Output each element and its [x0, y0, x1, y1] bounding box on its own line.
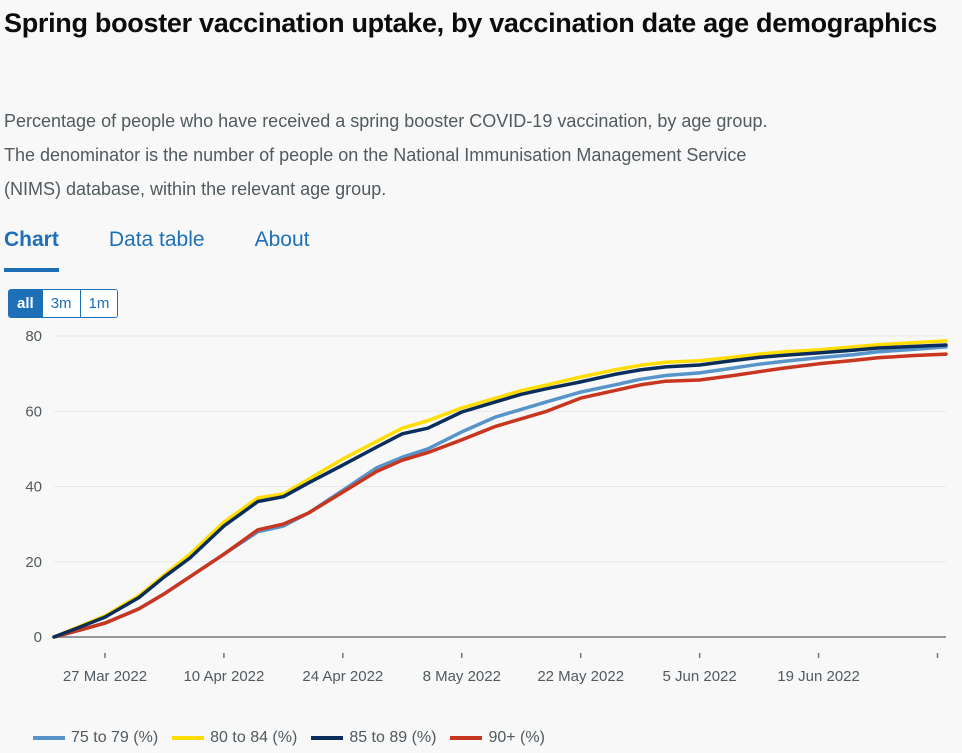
x-tick-label: 8 May 2022	[423, 668, 501, 685]
tab-chart[interactable]: Chart	[4, 228, 59, 272]
y-tick-label: 80	[25, 328, 42, 345]
legend-swatch	[33, 736, 65, 740]
y-tick-label: 60	[25, 403, 42, 420]
legend-label: 75 to 79 (%)	[71, 729, 159, 746]
tab-about[interactable]: About	[254, 228, 310, 251]
legend-swatch	[450, 736, 483, 740]
range-3m-button[interactable]: 3m	[41, 290, 80, 317]
x-tick-label: 10 Apr 2022	[183, 668, 264, 685]
gridlines	[54, 335, 946, 563]
x-tick-label: 5 Jun 2022	[663, 668, 737, 685]
x-tick-label: 22 May 2022	[537, 668, 624, 685]
chart-description: Percentage of people who have received a…	[4, 104, 904, 206]
legend-swatch	[172, 736, 205, 740]
series-line-90	[52, 352, 948, 639]
series-lines	[52, 339, 948, 639]
range-1m-button[interactable]: 1m	[79, 290, 118, 317]
legend-item-85-89[interactable]: 85 to 89 (%)	[311, 729, 436, 747]
legend-label: 80 to 84 (%)	[210, 729, 298, 746]
y-tick-label: 20	[25, 554, 42, 571]
description-line: Percentage of people who have received a…	[4, 111, 768, 131]
x-tick-label: 27 Mar 2022	[63, 668, 147, 685]
series-line-75-to-79	[52, 345, 948, 639]
chart-legend: 75 to 79 (%) 80 to 84 (%) 85 to 89 (%) 9…	[33, 729, 559, 747]
description-line: (NIMS) database, within the relevant age…	[4, 179, 387, 199]
legend-label: 90+ (%)	[488, 729, 545, 746]
legend-item-80-84[interactable]: 80 to 84 (%)	[172, 729, 297, 747]
legend-label: 85 to 89 (%)	[349, 729, 437, 746]
x-tick-label: 24 Apr 2022	[302, 668, 383, 685]
line-chart: 0 20 40 60 80 27 Mar 2022 10 Apr 2022 24 Apr 2…	[25, 328, 948, 685]
chart-title: Spring booster vaccination uptake, by va…	[4, 8, 937, 38]
y-axis: 0 20 40 60 80	[25, 328, 42, 646]
legend-swatch	[311, 736, 344, 740]
series-line-80-to-84	[52, 339, 948, 639]
y-tick-label: 0	[34, 629, 42, 646]
legend-item-90-plus[interactable]: 90+ (%)	[450, 729, 545, 747]
y-tick-label: 40	[25, 479, 42, 496]
description-line: The denominator is the number of people …	[4, 145, 747, 165]
x-axis: 27 Mar 2022 10 Apr 2022 24 Apr 2022 8 May 2…	[54, 636, 946, 685]
view-tabs: Chart Data table About	[4, 228, 359, 272]
range-all-button[interactable]: all	[9, 290, 42, 317]
series-line-85-to-89	[52, 343, 948, 639]
tab-data-table[interactable]: Data table	[108, 228, 205, 251]
x-tick-label: 19 Jun 2022	[777, 668, 860, 685]
legend-item-75-79[interactable]: 75 to 79 (%)	[33, 729, 158, 747]
time-range-selector: all 3m 1m	[8, 289, 119, 318]
